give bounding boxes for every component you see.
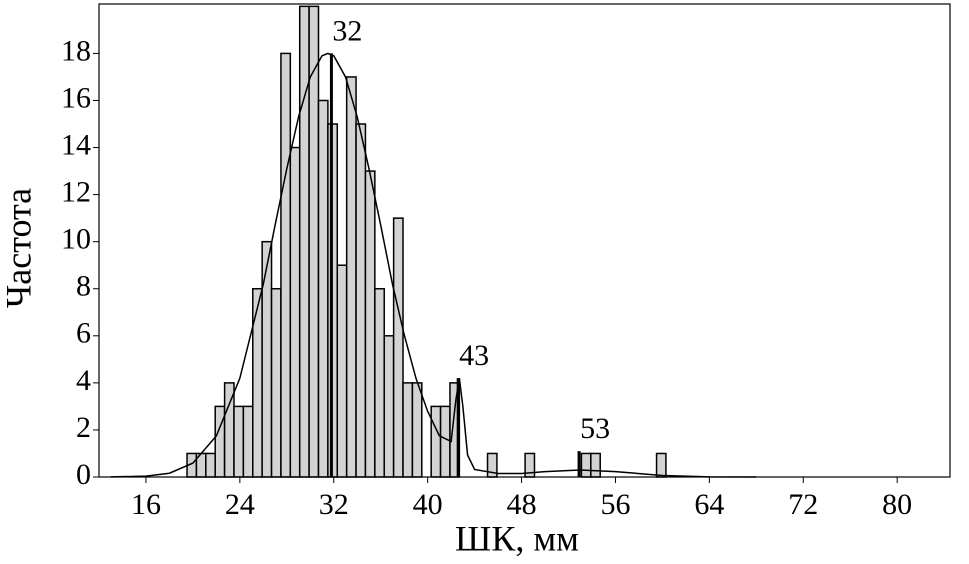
x-tick-label: 56: [600, 488, 630, 521]
bar: [402, 382, 414, 478]
x-tick-label: 32: [319, 488, 349, 521]
bar: [364, 170, 376, 478]
y-tick-label: 0: [76, 458, 91, 491]
x-tick-label: 64: [694, 488, 724, 521]
y-tick-label: 16: [61, 81, 91, 114]
y-axis-label: Частота: [0, 188, 38, 308]
bar: [233, 405, 245, 478]
bar: [214, 405, 226, 478]
plot-frame: [98, 3, 951, 478]
bar: [411, 382, 423, 478]
bar: [261, 240, 273, 478]
bar: [252, 287, 263, 478]
y-tick-label: 18: [61, 34, 91, 67]
bar: [289, 146, 301, 478]
annotation: 32: [332, 14, 362, 47]
x-tick-label: 16: [131, 488, 161, 521]
x-tick-label: 40: [413, 488, 443, 521]
y-tick-label: 10: [61, 223, 91, 256]
bar: [205, 452, 216, 478]
bar: [655, 452, 667, 478]
bar: [439, 405, 451, 478]
density-curve: [110, 52, 757, 478]
annotation: 43: [459, 339, 489, 372]
bar: [580, 452, 592, 478]
y-tick-label: 14: [61, 128, 91, 161]
y-tick-label: 12: [61, 176, 91, 209]
y-tick-label: 2: [76, 411, 91, 444]
bar: [336, 264, 348, 478]
y-tick-label: 8: [76, 270, 91, 303]
bar: [374, 287, 385, 478]
y-tick-label: 6: [76, 317, 91, 350]
bar: [270, 287, 282, 478]
x-tick-label: 24: [225, 488, 255, 521]
x-tick-label: 80: [882, 488, 912, 521]
bar: [355, 123, 367, 478]
annotation: 53: [580, 412, 610, 445]
bar: [317, 99, 329, 478]
bar: [383, 335, 395, 478]
bar: [430, 405, 442, 478]
bar: [392, 217, 404, 478]
x-tick-label: 72: [788, 488, 818, 521]
bar: [242, 405, 254, 478]
x-axis-label: ШК, мм: [455, 518, 579, 558]
x-tick-label: 48: [507, 488, 537, 521]
bar: [298, 5, 310, 478]
bar: [345, 76, 357, 478]
y-tick-label: 4: [76, 364, 91, 397]
bar: [590, 452, 601, 478]
bar: [280, 52, 292, 478]
